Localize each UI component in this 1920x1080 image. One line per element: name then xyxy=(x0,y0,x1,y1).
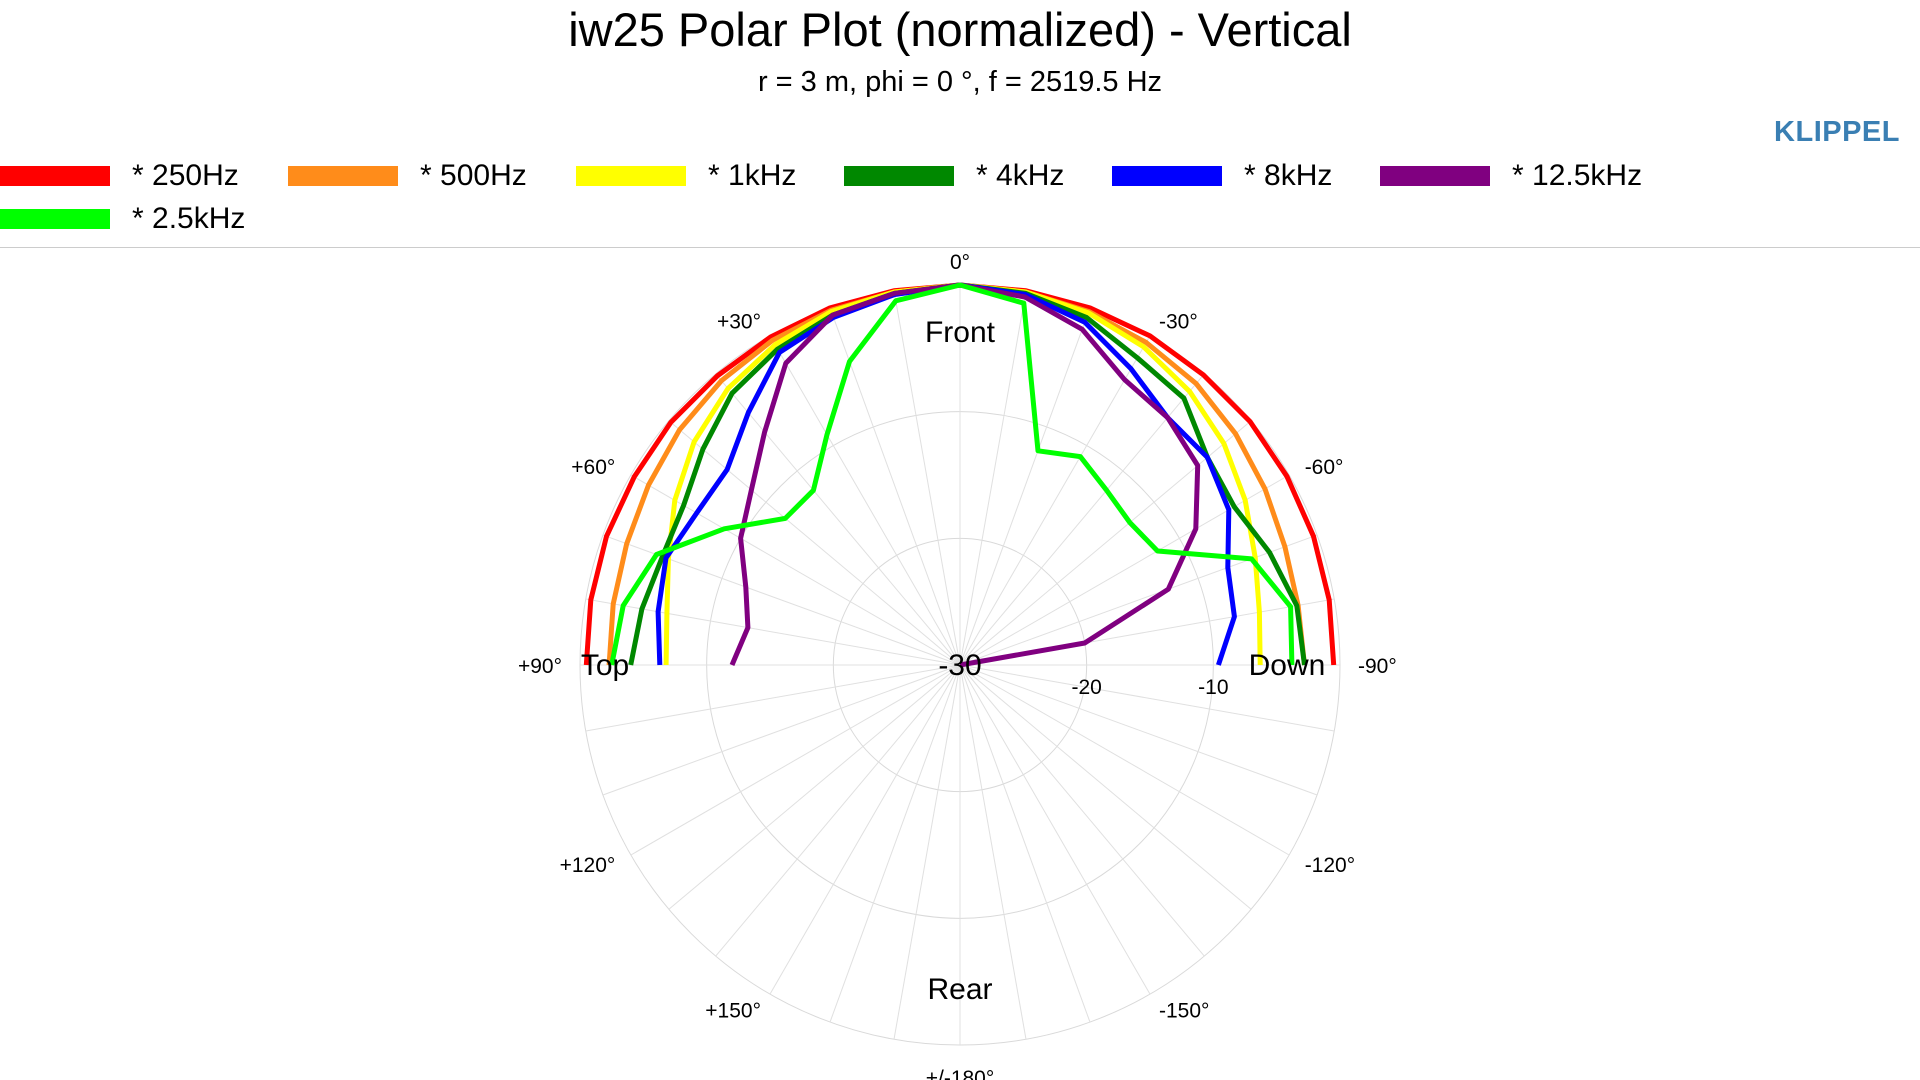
angle-label: +120° xyxy=(560,854,616,877)
grid-spoke xyxy=(959,290,1027,666)
legend-label: * 12.5kHz xyxy=(1512,159,1643,192)
angle-label: -90° xyxy=(1358,655,1397,678)
grid-spoke xyxy=(585,598,961,666)
grid-spoke xyxy=(715,373,961,666)
angle-label: -30° xyxy=(1159,310,1198,333)
grid-spoke xyxy=(959,474,1290,666)
grid-spoke xyxy=(893,290,961,666)
legend-item-4khz[interactable]: * 4kHz xyxy=(844,156,1064,196)
angle-label: +30° xyxy=(717,310,761,333)
grid-spoke xyxy=(630,664,961,856)
chart-title: iw25 Polar Plot (normalized) - Vertical xyxy=(568,3,1352,56)
legend-label: * 1kHz xyxy=(708,159,797,192)
legend-swatch xyxy=(844,166,954,186)
grid-spoke xyxy=(959,307,1091,666)
grid-spoke xyxy=(769,335,961,666)
series-layer xyxy=(583,282,1337,668)
angle-label: +60° xyxy=(571,456,615,479)
grid-spoke xyxy=(959,664,1091,1023)
grid-spoke xyxy=(630,474,961,666)
grid-spoke xyxy=(959,664,1027,1040)
region-label-rear: Rear xyxy=(927,973,992,1006)
angle-label: -150° xyxy=(1159,1000,1209,1023)
grid-spoke xyxy=(959,664,1335,732)
angle-label: +150° xyxy=(705,1000,761,1023)
region-label-top: Top xyxy=(581,649,629,682)
grid-spoke xyxy=(829,664,961,1023)
legend-item-1khz[interactable]: * 1kHz xyxy=(576,156,796,196)
series-line-6 xyxy=(609,282,1295,666)
grid-spoke xyxy=(668,420,961,666)
angle-label: 0° xyxy=(950,251,970,274)
angle-label: -120° xyxy=(1305,854,1355,877)
legend-label: * 4kHz xyxy=(976,159,1065,192)
grid-spoke xyxy=(715,664,961,957)
angle-label: -60° xyxy=(1305,456,1344,479)
angle-label: +/-180° xyxy=(926,1067,995,1080)
label-layer: 0° -30° -60° -90° -120° -150° +/-180° +150° +120… xyxy=(518,251,1397,1080)
legend-item-250hz[interactable]: * 250Hz xyxy=(0,156,239,196)
legend-swatch xyxy=(0,209,110,229)
radial-tick-label: -20 xyxy=(1071,676,1101,699)
grid-spoke xyxy=(602,664,961,796)
radial-tick-label: -10 xyxy=(1198,676,1228,699)
grid-spoke xyxy=(829,307,961,666)
legend-label: * 500Hz xyxy=(420,159,527,192)
grid-spoke xyxy=(959,664,1318,796)
grid-spoke xyxy=(959,664,1151,995)
grid-spoke xyxy=(769,664,961,995)
grid-spoke xyxy=(959,664,1252,910)
legend-swatch xyxy=(576,166,686,186)
region-label-front: Front xyxy=(925,316,996,349)
legend-label: * 8kHz xyxy=(1244,159,1333,192)
region-label-down: Down xyxy=(1249,649,1326,682)
legend-swatch xyxy=(1380,166,1490,186)
legend-item-8khz[interactable]: * 8kHz xyxy=(1112,156,1332,196)
radial-tick-center: -30 xyxy=(938,649,981,682)
grid-spoke xyxy=(959,335,1151,666)
legend-swatch xyxy=(1112,166,1222,186)
legend-swatch xyxy=(0,166,110,186)
legend-item-500hz[interactable]: * 500Hz xyxy=(288,156,527,196)
brand-logo: KLIPPEL xyxy=(1774,116,1900,148)
chart-subtitle: r = 3 m, phi = 0 °, f = 2519.5 Hz xyxy=(757,66,1163,98)
legend-item-2-5khz[interactable]: * 2.5kHz xyxy=(0,199,245,239)
grid-spoke xyxy=(959,534,1318,666)
legend-item-12-5khz[interactable]: * 12.5kHz xyxy=(1380,156,1642,196)
grid-spoke xyxy=(959,664,1205,957)
grid-spoke xyxy=(585,664,961,732)
grid-spoke xyxy=(959,664,1290,856)
legend-swatch xyxy=(288,166,398,186)
grid-spoke xyxy=(959,373,1205,666)
header-divider xyxy=(0,247,1920,248)
grid-spoke xyxy=(959,420,1252,666)
angle-label: +90° xyxy=(518,655,562,678)
grid-spoke xyxy=(893,664,961,1040)
grid-spoke xyxy=(668,664,961,910)
legend-label: * 2.5kHz xyxy=(132,202,246,235)
legend-label: * 250Hz xyxy=(132,159,239,192)
